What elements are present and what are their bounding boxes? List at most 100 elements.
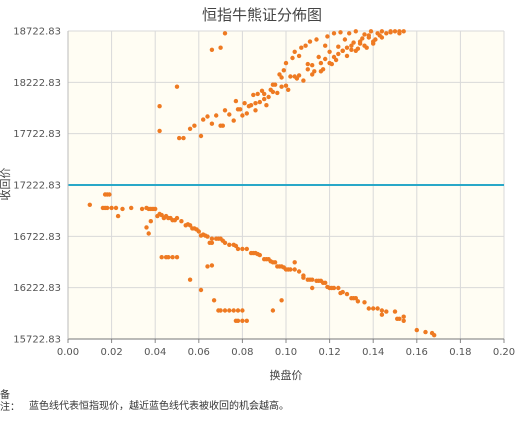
scatter-chart: 恒指牛熊证分佈图 0.00 0.02 0.04 0.06 0.08 0.10 0.12 0.1…: [0, 6, 515, 382]
scatter-point: [353, 29, 358, 34]
scatter-point: [144, 225, 149, 230]
scatter-point: [275, 90, 280, 96]
scatter-point: [336, 285, 341, 291]
y-tick-label: 18222.83: [13, 78, 61, 89]
y-tick-labels: 15722.83 16222.83 16722.83 17222.83 17722.83…: [13, 27, 61, 346]
x-tick-label: 0.02: [100, 347, 122, 358]
scatter-point: [87, 202, 93, 207]
scatter-point: [318, 69, 324, 74]
scatter-point: [371, 306, 376, 311]
scatter-point: [253, 101, 258, 106]
scatter-point: [310, 277, 315, 282]
scatter-point: [310, 285, 315, 291]
scatter-point: [209, 121, 215, 126]
scatter-point: [290, 55, 295, 61]
scatter-point: [353, 48, 358, 53]
scatter-point: [303, 43, 308, 48]
scatter-point: [120, 206, 125, 212]
scatter-point: [113, 205, 119, 211]
scatter-point: [384, 31, 389, 36]
scatter-point: [198, 133, 204, 139]
scatter-point: [257, 252, 262, 258]
scatter-point: [292, 74, 297, 79]
scatter-point: [211, 298, 217, 303]
scatter-point: [222, 308, 228, 313]
scatter-point: [174, 255, 180, 260]
y-tick-label: 17722.83: [13, 129, 61, 140]
scatter-point: [323, 43, 328, 48]
x-tick-label: 0.18: [449, 347, 471, 358]
scatter-point: [170, 255, 175, 260]
scatter-point: [379, 35, 385, 40]
scatter-point: [253, 108, 258, 113]
scatter-point: [198, 287, 204, 293]
scatter-point: [362, 43, 367, 48]
scatter-point: [139, 206, 145, 212]
scatter-point: [240, 246, 245, 252]
scatter-point: [205, 234, 210, 239]
scatter-point: [235, 308, 241, 313]
scatter-point: [240, 308, 245, 313]
scatter-point: [266, 94, 271, 100]
scatter-point: [270, 89, 276, 95]
footnote-text: 蓝色线代表恒指现价，越近蓝色线代表被收回的机会越高。: [29, 401, 289, 412]
scatter-point: [388, 29, 393, 34]
scatter-point: [392, 29, 398, 34]
x-tick-label: 0.00: [57, 347, 79, 358]
scatter-point: [218, 45, 223, 50]
scatter-point: [222, 240, 228, 245]
scatter-point: [174, 84, 180, 89]
scatter-point: [288, 267, 293, 272]
scatter-point: [107, 192, 112, 197]
scatter-point: [238, 107, 243, 112]
scatter-point: [323, 56, 328, 62]
scatter-point: [222, 108, 228, 113]
scatter-point: [187, 126, 193, 131]
scatter-point: [209, 240, 215, 245]
scatter-point: [205, 264, 210, 269]
scatter-point: [379, 29, 385, 34]
scatter-point: [272, 260, 278, 265]
scatter-point: [296, 53, 302, 59]
scatter-point: [296, 73, 302, 78]
footnote-label: 备注：: [0, 390, 20, 413]
scatter-point: [283, 60, 289, 66]
scatter-point: [281, 68, 286, 73]
x-tick-labels: 0.00 0.02 0.04 0.06 0.08 0.10 0.12 0.14 0.16 0.18…: [57, 347, 515, 358]
x-tick-label: 0.14: [362, 347, 384, 358]
scatter-point: [242, 101, 247, 106]
scatter-point: [338, 30, 343, 35]
scatter-point: [292, 267, 297, 272]
x-tick-label: 0.16: [406, 347, 428, 358]
scatter-point: [362, 300, 367, 305]
scatter-point: [187, 223, 193, 228]
scatter-point: [340, 48, 345, 53]
scatter-point: [244, 318, 249, 323]
scatter-point: [344, 291, 350, 297]
scatter-point: [397, 316, 402, 321]
scatter-point: [283, 83, 289, 88]
scatter-point: [344, 53, 350, 59]
scatter-point: [392, 309, 398, 314]
scatter-point: [362, 32, 367, 37]
scatter-point: [233, 98, 239, 104]
scatter-point: [246, 104, 252, 109]
scatter-point: [214, 113, 219, 118]
scatter-point: [227, 308, 232, 313]
scatter-point: [327, 60, 332, 66]
scatter-point: [179, 219, 184, 224]
scatter-point: [371, 39, 376, 44]
scatter-point: [360, 36, 365, 41]
x-tick-label: 0.04: [144, 347, 166, 358]
scatter-point: [235, 318, 241, 323]
scatter-point: [279, 298, 284, 303]
scatter-point: [196, 229, 201, 234]
scatter-point: [414, 327, 419, 333]
scatter-point: [331, 31, 337, 36]
scatter-point: [192, 123, 197, 128]
scatter-point: [344, 45, 350, 50]
scatter-point: [310, 72, 315, 77]
scatter-point: [353, 296, 358, 301]
scatter-point: [209, 47, 215, 52]
scatter-point: [177, 135, 182, 141]
